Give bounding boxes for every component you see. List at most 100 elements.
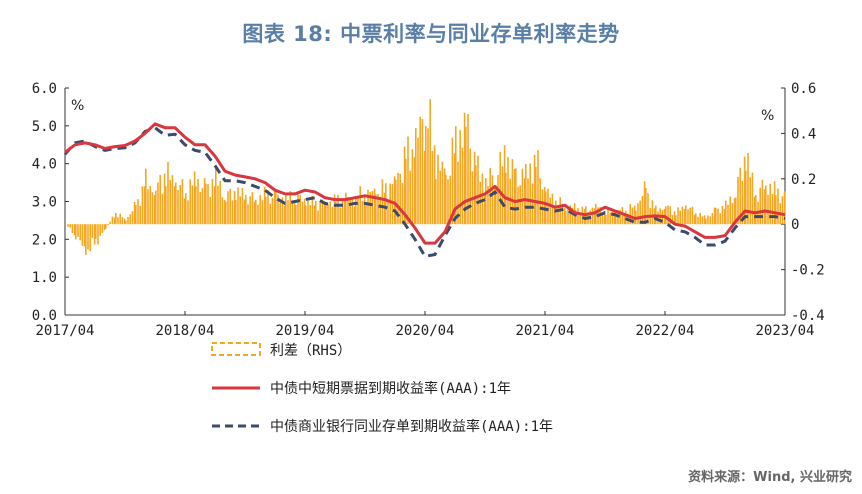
spread-bar xyxy=(547,188,549,225)
y-right-tick-label: 0.4 xyxy=(791,126,816,142)
spread-bar xyxy=(343,198,346,225)
spread-bar xyxy=(243,199,246,225)
spread-bar xyxy=(405,158,407,225)
spread-bar xyxy=(447,179,449,225)
spread-bar xyxy=(355,196,357,225)
spread-bar xyxy=(289,191,291,225)
spread-bar xyxy=(203,178,206,225)
spread-bar xyxy=(283,205,286,225)
spread-bar xyxy=(431,151,434,225)
spread-bar xyxy=(195,186,197,225)
spread-bar xyxy=(339,207,341,225)
spread-bar xyxy=(393,176,396,225)
spread-bar xyxy=(175,182,177,225)
spread-bar xyxy=(221,197,224,225)
spread-bar xyxy=(147,189,149,225)
left-unit-label: % xyxy=(71,98,84,114)
spread-bar xyxy=(499,151,501,225)
spread-bar xyxy=(157,182,159,225)
spread-bar xyxy=(257,204,259,225)
spread-bar xyxy=(565,211,567,225)
spread-bar xyxy=(703,215,706,225)
spread-bar xyxy=(435,179,437,225)
spread-bar xyxy=(95,224,97,239)
spread-bar xyxy=(443,168,446,225)
spread-bar xyxy=(439,170,441,225)
spread-bar xyxy=(167,161,169,225)
spread-bar xyxy=(365,205,367,225)
spread-bar xyxy=(551,193,554,225)
spread-bar xyxy=(567,207,569,225)
spread-bar xyxy=(241,188,244,225)
legend-swatch-mtn xyxy=(212,386,260,390)
spread-bar xyxy=(721,205,724,225)
spread-bar xyxy=(109,221,111,225)
spread-bar xyxy=(299,195,301,225)
spread-bar xyxy=(191,185,194,225)
spread-bar xyxy=(775,195,777,225)
spread-bar xyxy=(247,204,249,225)
spread-bar xyxy=(135,204,137,225)
spread-bar xyxy=(249,196,251,225)
spread-bar xyxy=(97,224,99,245)
spread-bar xyxy=(459,130,461,225)
spread-bar xyxy=(529,163,531,225)
spread-bar xyxy=(329,201,331,225)
spread-bar xyxy=(737,176,739,225)
source-note: 资料来源：Wind, 兴业研究 xyxy=(688,470,852,485)
spread-bar xyxy=(695,213,697,225)
spread-bar xyxy=(229,188,231,225)
spread-bar xyxy=(163,173,166,225)
spread-bar xyxy=(603,210,606,225)
spread-bar xyxy=(307,200,309,225)
spread-bar xyxy=(87,224,89,250)
y-right-tick-label: -0.4 xyxy=(791,308,825,324)
y-left-tick-label: 4.0 xyxy=(32,157,57,173)
spread-bar xyxy=(89,224,91,252)
spread-bar xyxy=(281,197,284,225)
spread-bar xyxy=(115,212,117,225)
spread-bar xyxy=(421,119,424,225)
legend-swatch-spread xyxy=(211,342,261,356)
spread-bar xyxy=(309,205,311,225)
spread-bar xyxy=(437,154,439,225)
spread-bar xyxy=(611,212,614,225)
x-tick-label: 2017/04 xyxy=(35,323,94,339)
spread-bar xyxy=(563,207,566,225)
spread-bar xyxy=(469,148,471,225)
spread-bar xyxy=(445,174,447,225)
spread-bar xyxy=(121,217,124,225)
y-left-tick-label: 5.0 xyxy=(32,119,57,135)
spread-bar xyxy=(199,191,201,225)
spread-bar xyxy=(475,165,477,225)
spread-bar xyxy=(481,173,484,225)
spread-bar xyxy=(423,151,426,225)
spread-bar xyxy=(397,172,399,225)
spread-bar xyxy=(275,189,277,225)
spread-bar xyxy=(763,189,766,225)
spread-bar xyxy=(181,179,184,225)
spread-bar xyxy=(515,168,517,225)
spread-bar xyxy=(123,218,126,225)
spread-bar xyxy=(463,112,466,225)
spread-bar xyxy=(685,205,687,225)
spread-bar xyxy=(631,207,634,225)
spread-bar xyxy=(165,186,167,225)
spread-bar xyxy=(747,152,749,225)
spread-bar xyxy=(455,126,457,225)
spread-bar xyxy=(713,207,716,225)
spread-bar xyxy=(277,194,279,225)
spread-bar xyxy=(235,200,237,225)
spread-bar xyxy=(91,224,94,238)
spread-bar xyxy=(395,179,397,225)
spread-bar xyxy=(689,207,691,225)
spread-bar xyxy=(399,173,401,225)
spread-bar xyxy=(345,192,347,225)
spread-bar xyxy=(363,196,366,225)
spread-bar xyxy=(771,193,774,225)
spread-bar xyxy=(357,198,359,225)
spread-bar xyxy=(491,175,494,225)
y-left-tick-label: 3.0 xyxy=(32,195,57,211)
spread-bar xyxy=(231,200,234,225)
